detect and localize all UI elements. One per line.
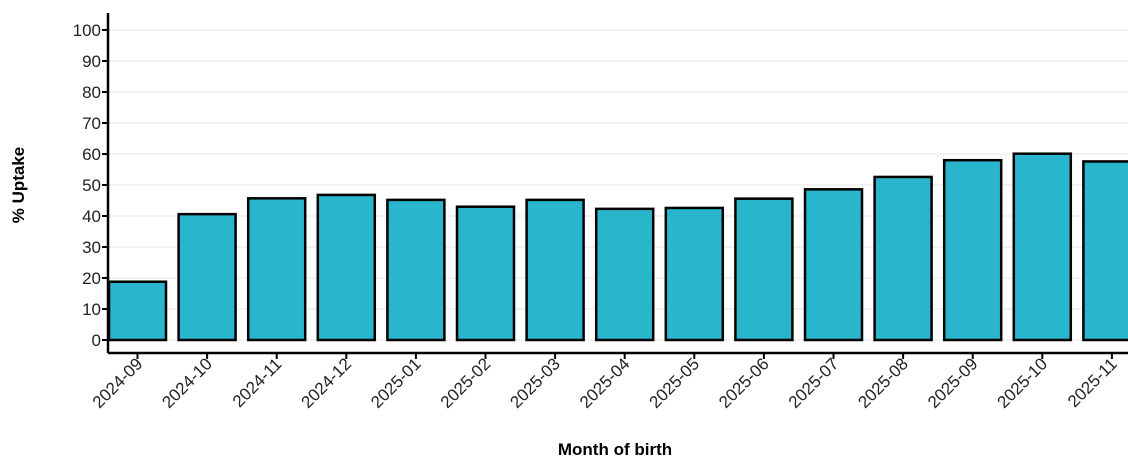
y-tick-label: 40 bbox=[82, 207, 101, 226]
bar bbox=[177, 212, 237, 342]
x-tick-label: 2025-01 bbox=[367, 354, 425, 412]
y-tick-label: 30 bbox=[82, 238, 101, 257]
bar bbox=[525, 198, 585, 342]
x-tick-label: 2025-10 bbox=[994, 354, 1052, 412]
y-tick-label: 90 bbox=[82, 52, 101, 71]
x-tick-label: 2025-02 bbox=[437, 354, 495, 412]
axes bbox=[106, 13, 1128, 355]
bar bbox=[386, 198, 446, 342]
y-tick-label: 50 bbox=[82, 176, 101, 195]
bar bbox=[803, 188, 864, 342]
bar bbox=[316, 193, 377, 342]
x-tick-label: 2025-05 bbox=[646, 354, 704, 412]
bars bbox=[107, 152, 1128, 342]
x-axis-title: Month of birth bbox=[558, 440, 672, 459]
bar bbox=[1082, 160, 1128, 342]
bar bbox=[246, 197, 307, 342]
bar bbox=[734, 197, 794, 342]
y-tick-label: 10 bbox=[82, 300, 101, 319]
bar bbox=[873, 175, 933, 342]
x-tick-label: 2025-03 bbox=[506, 354, 564, 412]
x-tick-label: 2024-10 bbox=[158, 354, 216, 412]
bar bbox=[942, 158, 1003, 342]
y-tick-label: 100 bbox=[73, 21, 101, 40]
y-tick-label: 70 bbox=[82, 114, 101, 133]
y-tick-label: 60 bbox=[82, 145, 101, 164]
y-tick-label: 80 bbox=[82, 83, 101, 102]
bar bbox=[664, 206, 725, 342]
y-axis-title: % Uptake bbox=[9, 147, 28, 224]
x-tick-label: 2024-12 bbox=[298, 354, 356, 412]
bar bbox=[594, 207, 655, 342]
x-tick-label: 2024-11 bbox=[229, 354, 286, 411]
y-tick-label: 20 bbox=[82, 269, 101, 288]
x-axis-ticks: 2024-09 2024-10 2024-11 2024-12 2025-01 2025-… bbox=[89, 353, 1121, 412]
x-tick-label: 2025-11 bbox=[1064, 354, 1121, 411]
bar bbox=[107, 280, 168, 342]
x-tick-label: 2025-08 bbox=[854, 354, 912, 412]
y-axis-ticks: 0 10 20 30 40 50 60 70 80 90 100 bbox=[73, 21, 108, 350]
y-tick-label: 0 bbox=[92, 331, 101, 350]
x-tick-label: 2025-09 bbox=[924, 354, 982, 412]
x-tick-label: 2025-07 bbox=[785, 354, 843, 412]
x-tick-label: 2025-04 bbox=[576, 354, 634, 412]
bar bbox=[455, 205, 516, 342]
x-tick-label: 2024-09 bbox=[89, 354, 147, 412]
x-tick-label: 2025-06 bbox=[715, 354, 773, 412]
bar bbox=[1012, 152, 1073, 342]
